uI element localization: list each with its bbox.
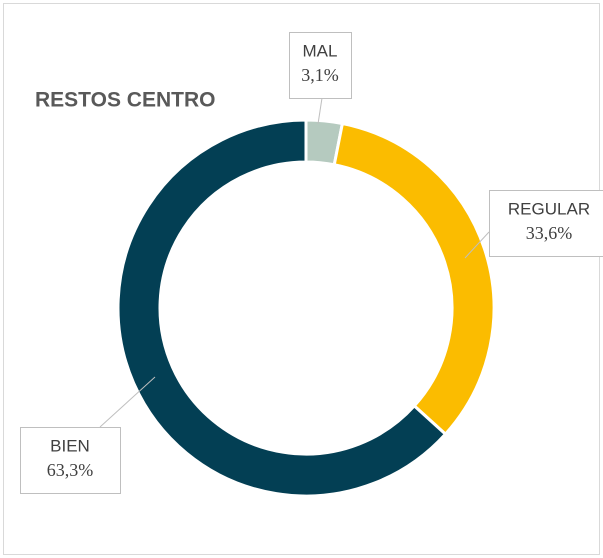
leader-line <box>99 376 156 428</box>
value-label: 33,6% <box>526 223 573 243</box>
donut-slice <box>116 118 448 498</box>
callout-box <box>289 32 352 99</box>
category-label: REGULAR <box>508 199 590 218</box>
chart-title: RESTOS CENTRO <box>35 89 215 112</box>
callout-box <box>20 427 121 494</box>
leader-line <box>464 231 490 259</box>
value-label: 3,1% <box>301 65 339 85</box>
value-label: 63,3% <box>47 460 94 480</box>
callout-box <box>489 190 603 257</box>
category-label: MAL <box>303 41 338 60</box>
leader-line <box>317 97 323 125</box>
category-label: BIEN <box>50 436 90 455</box>
